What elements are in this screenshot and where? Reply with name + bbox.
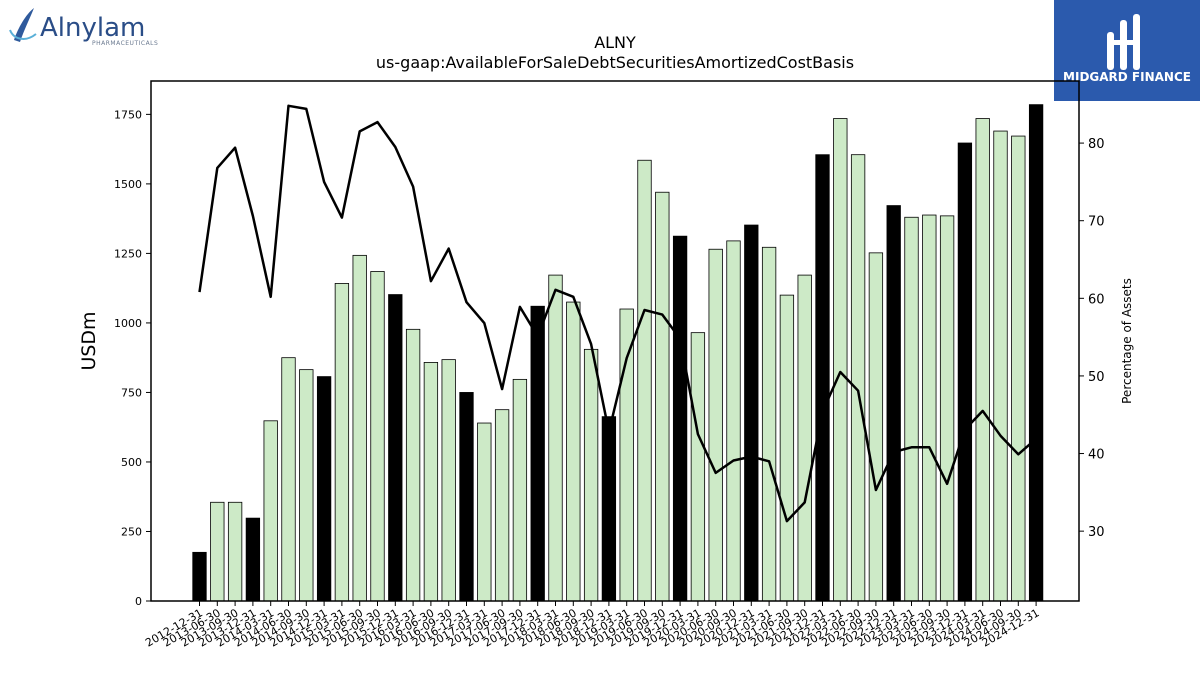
- y2-axis-label: Percentage of Assets: [1120, 278, 1134, 404]
- y-tick-label: 500: [121, 456, 142, 469]
- bar-2024-06-30: [993, 130, 1008, 602]
- y-tick-label: 1000: [114, 317, 142, 330]
- alnylam-swoosh-icon: [14, 8, 34, 42]
- midgard-name: MIDGARD FINANCE: [1063, 70, 1191, 84]
- y-tick-label: 0: [135, 595, 142, 608]
- bar-2020-06-30: [708, 248, 723, 602]
- bar-2012-12-31: [192, 551, 207, 602]
- bar-2023-09-30: [939, 215, 955, 602]
- bar-2020-03-31: [690, 332, 706, 602]
- bar-2023-03-31: [904, 216, 919, 602]
- y2-tick-label: 30: [1088, 525, 1105, 540]
- line-series: [198, 104, 1037, 523]
- bar-2015-03-31: [334, 283, 350, 602]
- y-tick-label: 750: [121, 386, 142, 399]
- bar-2024-12-31: [1028, 104, 1044, 602]
- bar-2016-12-31: [459, 392, 474, 602]
- alnylam-arc-icon: [9, 29, 37, 40]
- y-tick-label: 1750: [114, 108, 142, 121]
- bar-2014-12-31: [316, 376, 332, 602]
- bar-2014-09-30: [299, 369, 314, 602]
- bar-2017-12-31: [530, 305, 545, 602]
- bar-2021-03-31: [761, 246, 777, 602]
- x-axis-ticks: 2012-12-312013-06-302013-09-302013-12-31…: [143, 601, 1042, 650]
- bar-2013-09-30: [227, 501, 243, 602]
- bar-2021-09-30: [797, 274, 812, 602]
- y-tick-label: 1500: [114, 178, 142, 191]
- bar-2017-09-30: [512, 378, 528, 602]
- y2-tick-label: 50: [1088, 370, 1105, 385]
- bar-2024-09-30: [1011, 135, 1026, 602]
- midgard-logo: MIDGARD FINANCE: [1054, 0, 1200, 101]
- bar-2024-03-31: [975, 118, 990, 602]
- y-tick-label: 250: [121, 525, 142, 538]
- chart-subtitle: us-gaap:AvailableForSaleDebtSecuritiesAm…: [376, 53, 854, 72]
- bar-2016-06-30: [423, 362, 439, 602]
- percentage-of-assets-line: [198, 104, 1037, 523]
- bar-2016-03-31: [405, 328, 421, 602]
- y2-axis-ticks: 30 40 50 60 70 80: [1079, 137, 1105, 540]
- alnylam-name: Alnylam: [40, 13, 145, 43]
- bar-2013-12-31: [245, 517, 261, 602]
- plot-frame: [150, 80, 1080, 602]
- bar-2015-09-30: [370, 271, 385, 602]
- bar-2021-12-31: [815, 154, 830, 602]
- bar-2013-06-30: [210, 501, 225, 602]
- bar-2018-09-30: [583, 348, 599, 602]
- bar-2022-06-30: [850, 154, 866, 602]
- alnylam-sub: PHARMACEUTICALS: [92, 40, 158, 47]
- bar-2023-12-31: [957, 142, 973, 602]
- bar-2022-09-30: [868, 252, 884, 602]
- bar-2019-06-30: [637, 159, 652, 602]
- bar-2018-12-31: [601, 416, 617, 602]
- bar-2022-03-31: [833, 118, 848, 602]
- bar-2016-09-30: [441, 359, 456, 602]
- y2-tick-label: 60: [1088, 292, 1105, 307]
- bar-2020-09-30: [726, 240, 741, 602]
- bar-2017-03-31: [477, 422, 492, 602]
- y2-tick-label: 70: [1088, 215, 1105, 230]
- alnylam-logo: Alnylam PHARMACEUTICALS: [9, 8, 158, 47]
- bar-2014-06-30: [281, 357, 296, 602]
- bar-2019-12-31: [672, 235, 688, 602]
- y-tick-label: 1250: [114, 247, 142, 260]
- bar-2019-03-31: [619, 308, 634, 602]
- bar-2020-12-31: [744, 224, 759, 602]
- bar-2017-06-30: [494, 409, 510, 602]
- y-axis-label: USDm: [78, 311, 100, 370]
- bar-2015-06-30: [352, 254, 367, 602]
- chart-title: ALNY: [594, 33, 636, 52]
- bar-2022-12-31: [886, 205, 901, 602]
- y2-tick-label: 80: [1088, 137, 1105, 152]
- bar-2018-03-31: [548, 274, 563, 602]
- bar-2019-09-30: [655, 191, 670, 602]
- bar-2018-06-30: [566, 301, 581, 602]
- bar-2015-12-31: [388, 294, 403, 602]
- bar-2023-06-30: [922, 214, 937, 602]
- bar-2021-06-30: [779, 294, 795, 602]
- y-axis-ticks: 0 250 500 750 1000 1250 1500 1750: [114, 108, 151, 608]
- y2-tick-label: 40: [1088, 448, 1105, 463]
- bar-series: [192, 104, 1044, 602]
- midgard-mark-icon: [1107, 14, 1140, 70]
- bar-2014-03-31: [263, 420, 278, 602]
